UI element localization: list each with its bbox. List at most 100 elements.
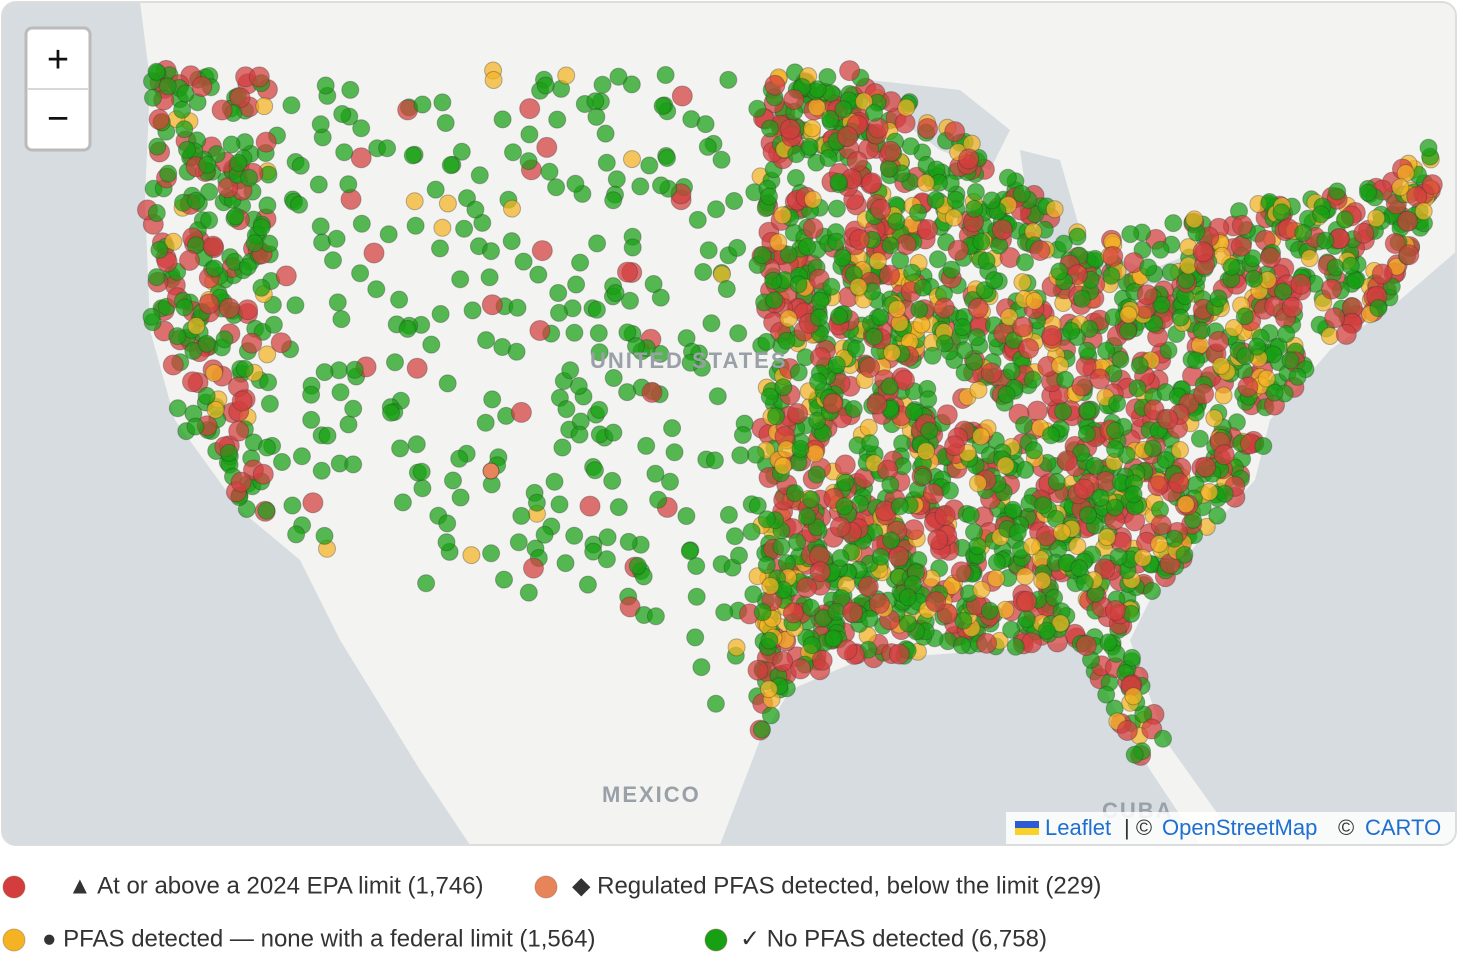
facility-dot — [1037, 621, 1056, 640]
facility-dot — [466, 200, 485, 219]
facility-dot — [1054, 402, 1072, 421]
facility-dot — [148, 137, 167, 156]
facility-dot — [871, 547, 890, 566]
facility-dot — [944, 208, 963, 227]
facility-dot — [753, 603, 772, 622]
facility-dot — [967, 328, 986, 347]
facility-dot — [646, 607, 665, 626]
facility-dot — [609, 498, 628, 517]
facility-dot — [651, 288, 670, 307]
facility-dot — [455, 219, 474, 238]
facility-dot — [566, 174, 585, 193]
facility-dot — [335, 143, 354, 162]
facility-dot — [327, 229, 346, 248]
facility-dot — [198, 293, 220, 315]
gulf-of-mexico — [720, 640, 1200, 845]
facility-dot — [590, 400, 609, 419]
facility-dot — [1321, 278, 1342, 300]
facility-dot — [1012, 316, 1034, 338]
facility-dot — [197, 334, 216, 353]
facility-dot — [556, 554, 575, 573]
facility-dot — [848, 229, 870, 250]
facility-dot — [987, 553, 1006, 572]
zoom-out[interactable]: − — [47, 98, 69, 140]
facility-dot — [1108, 394, 1127, 413]
facility-dot — [1008, 523, 1027, 542]
facility-dot — [1281, 351, 1300, 370]
facility-dot — [866, 393, 888, 415]
facility-dot — [241, 332, 263, 354]
facility-dot — [779, 309, 798, 328]
facility-dot — [345, 360, 364, 379]
facility-dot — [1367, 209, 1386, 228]
facility-dot — [158, 77, 177, 96]
facility-dot — [706, 694, 725, 713]
facility-dot — [941, 481, 959, 500]
zoom-control: + − — [24, 26, 92, 152]
zoom-in[interactable]: + — [47, 39, 69, 81]
facility-dot — [985, 271, 1004, 290]
facility-dot — [462, 546, 481, 565]
facility-dot — [972, 427, 990, 446]
facility-dot — [504, 143, 522, 162]
facility-dot — [1106, 440, 1124, 459]
facility-dot — [258, 438, 276, 457]
facility-dot — [1154, 729, 1172, 748]
facility-dot — [205, 259, 224, 278]
facility-dot — [1075, 635, 1097, 657]
facility-dot — [849, 277, 868, 296]
facility-dot — [1041, 325, 1063, 346]
facility-dot — [1398, 244, 1420, 266]
facility-dot — [1193, 383, 1215, 405]
facility-dot — [315, 526, 334, 545]
facility-dot — [245, 234, 264, 253]
facility-dot — [623, 238, 642, 257]
facility-dot — [584, 542, 603, 561]
facility-dot — [433, 93, 452, 112]
attribution-link[interactable]: Leaflet — [1045, 815, 1111, 840]
facility-dot — [1006, 637, 1025, 656]
facility-dot — [757, 556, 776, 575]
facility-dot — [1104, 600, 1126, 621]
facility-dot — [752, 720, 771, 739]
facility-dot — [1139, 258, 1158, 277]
facility-dot — [729, 324, 748, 343]
facility-dot — [1143, 439, 1162, 458]
facility-dot — [324, 251, 342, 270]
facility-dot — [859, 418, 878, 437]
facility-dot — [760, 631, 779, 650]
facility-dot — [774, 456, 792, 475]
facility-dot — [1025, 291, 1044, 310]
facility-dot — [925, 591, 947, 613]
facility-dot — [728, 238, 747, 257]
facility-dot — [252, 278, 271, 297]
facility-dot — [646, 464, 665, 483]
facility-dot — [438, 514, 457, 533]
attribution-link[interactable]: OpenStreetMap — [1162, 815, 1317, 840]
map[interactable]: UNITED STATES MEXICO CUBA Leaflet | © Op… — [2, 2, 1458, 845]
legend-label: ● PFAS detected — none with a federal li… — [42, 925, 595, 952]
facility-dot — [830, 307, 848, 326]
facility-dot — [452, 142, 471, 161]
facility-dot — [510, 401, 532, 423]
facility-dot — [264, 315, 283, 334]
facility-dot — [916, 173, 935, 192]
facility-dot — [800, 137, 819, 156]
attribution-link[interactable]: CARTO — [1365, 815, 1441, 840]
facility-dot — [302, 410, 321, 429]
facility-dot — [692, 658, 711, 677]
facility-dot — [484, 71, 503, 89]
facility-dot — [761, 119, 779, 138]
facility-dot — [436, 114, 455, 132]
facility-dot — [1119, 321, 1137, 340]
facility-dot — [631, 177, 650, 196]
facility-dot — [1002, 362, 1021, 381]
facility-dot — [393, 493, 412, 512]
facility-dot — [773, 206, 792, 225]
facility-dot — [142, 307, 161, 326]
facility-dot — [1013, 273, 1032, 292]
facility-dot — [604, 191, 623, 210]
facility-dot — [944, 435, 965, 457]
facility-dot — [1016, 253, 1034, 272]
facility-dot — [972, 232, 991, 251]
